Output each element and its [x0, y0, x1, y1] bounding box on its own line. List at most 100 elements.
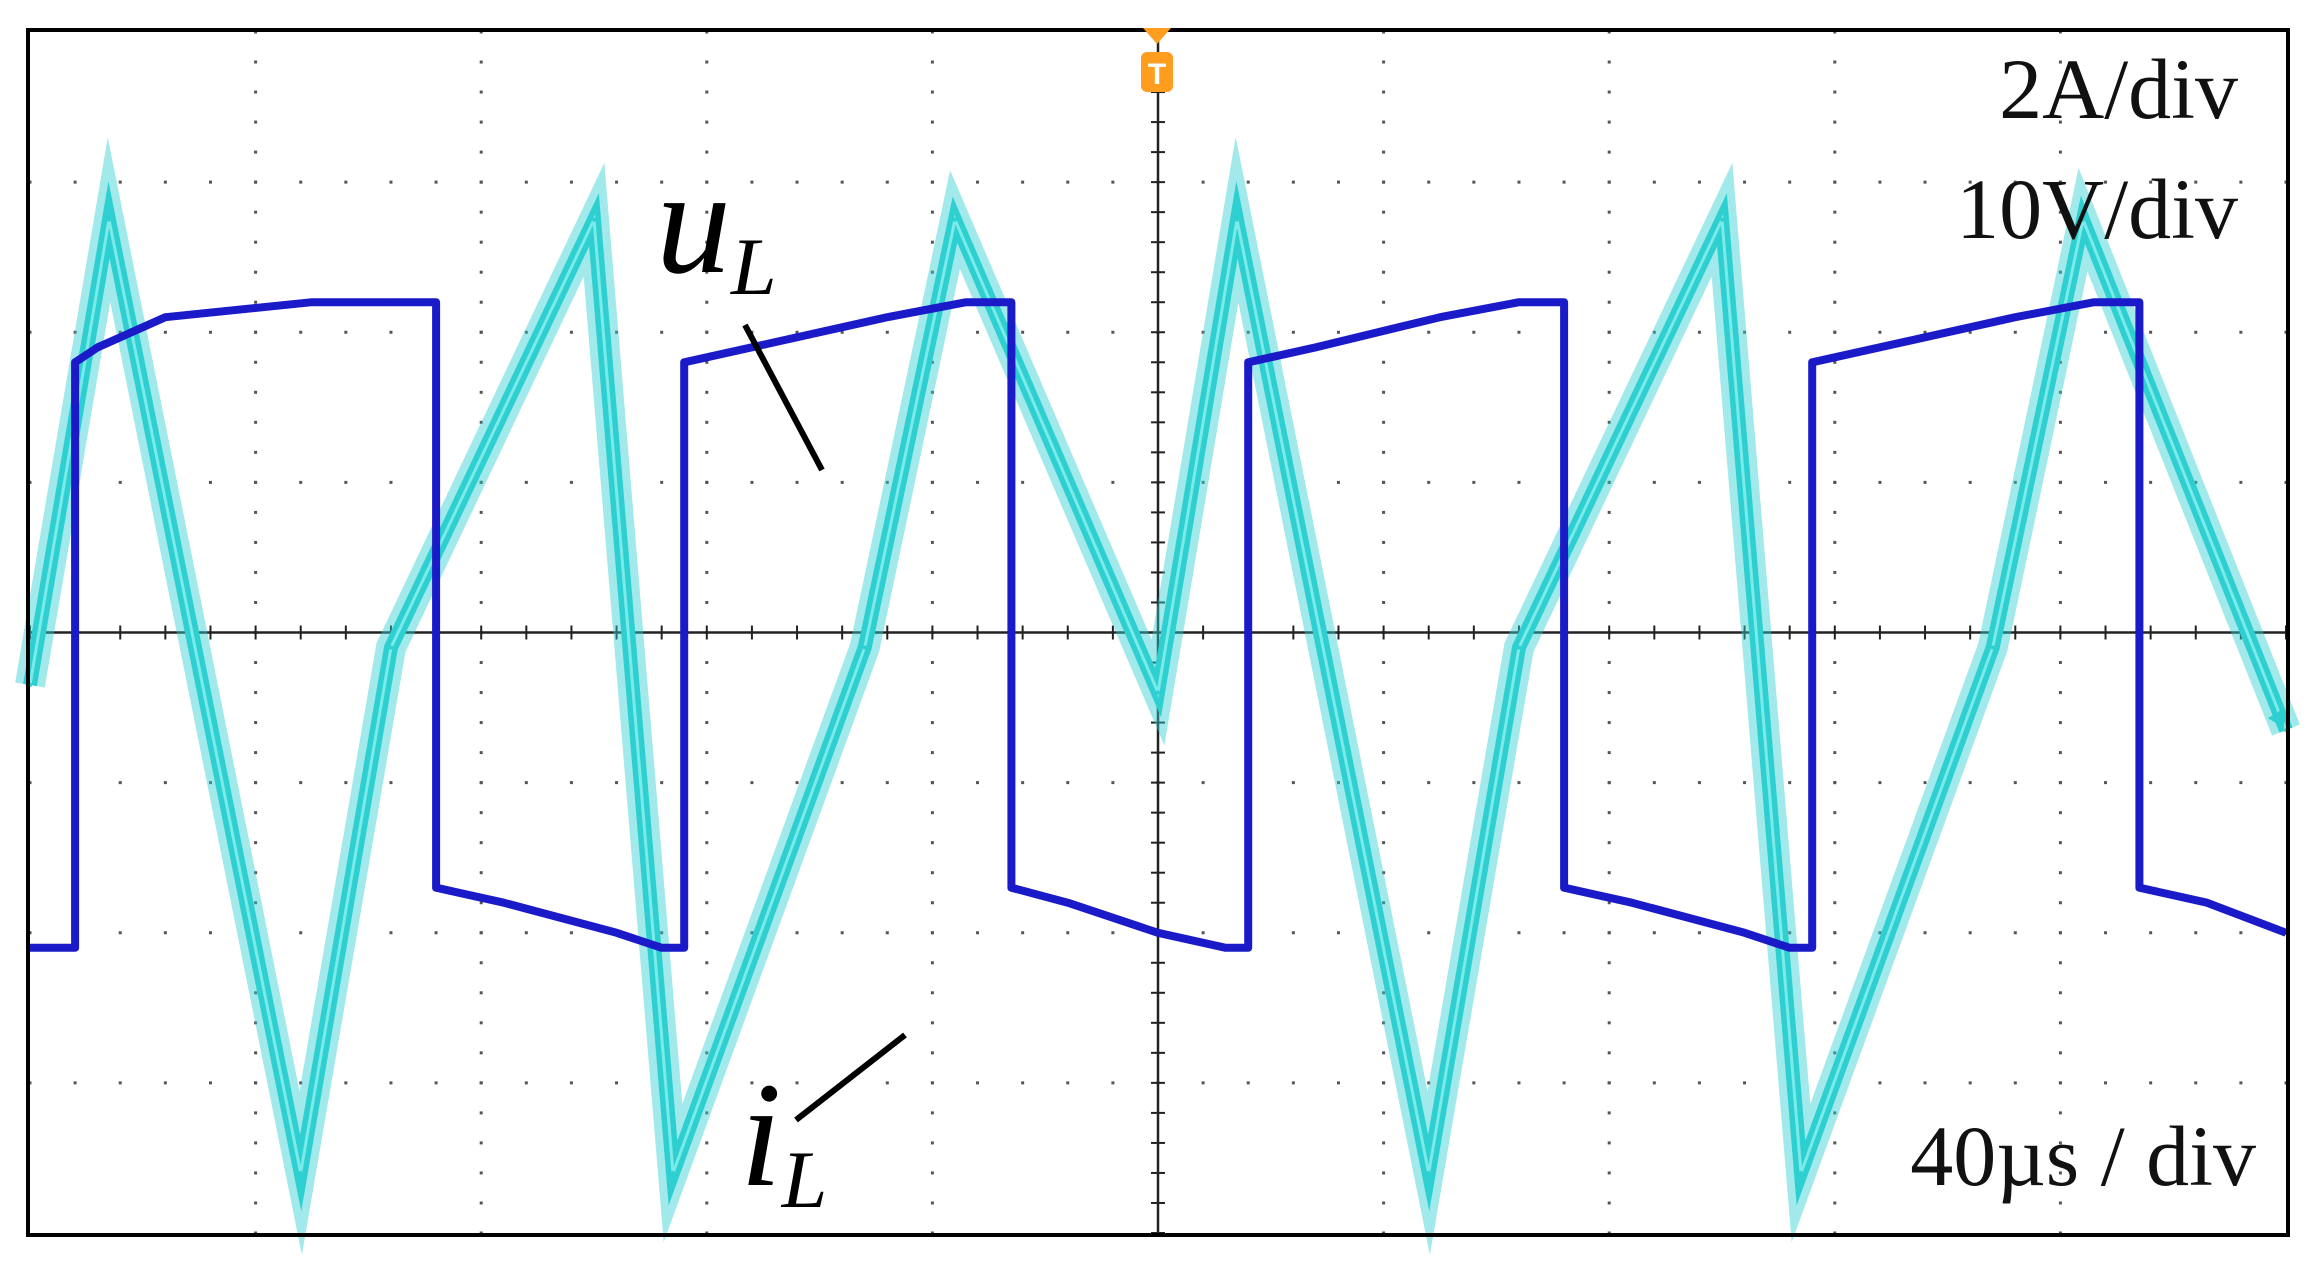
- grid-dot: [163, 781, 167, 785]
- grid-dot: [1833, 1051, 1837, 1055]
- grid-dot: [2058, 90, 2062, 94]
- grid-dot: [208, 330, 212, 334]
- grid-dot: [1336, 931, 1340, 935]
- grid-dot: [705, 901, 709, 905]
- grid-dot: [1607, 1141, 1611, 1145]
- grid-dot: [1968, 330, 1972, 334]
- grid-dot: [2058, 991, 2062, 995]
- grid-dot: [1607, 661, 1611, 665]
- grid-dot: [254, 600, 258, 604]
- grid-dot: [930, 841, 934, 845]
- grid-dot: [1382, 360, 1386, 364]
- grid-dot: [344, 1081, 348, 1085]
- grid-dot: [1833, 330, 1837, 334]
- grid-dot: [254, 1201, 258, 1205]
- grid-dot: [976, 781, 980, 785]
- grid-dot: [930, 1201, 934, 1205]
- grid-dot: [1382, 300, 1386, 304]
- grid-dot: [1021, 330, 1025, 334]
- voltage-trace-point: [2205, 900, 2210, 905]
- grid-dot: [930, 420, 934, 424]
- grid-dot: [840, 781, 844, 785]
- grid-dot: [2239, 1081, 2243, 1085]
- grid-dot: [2104, 931, 2108, 935]
- grid-dot: [705, 871, 709, 875]
- grid-dot: [2058, 751, 2062, 755]
- grid-dot: [1336, 781, 1340, 785]
- grid-dot: [1382, 270, 1386, 274]
- grid-dot: [163, 180, 167, 184]
- voltage-trace-point: [2137, 885, 2142, 890]
- grid-dot: [1743, 180, 1747, 184]
- voltage-trace-point: [964, 300, 969, 305]
- grid-dot: [1607, 90, 1611, 94]
- grid-dot: [885, 931, 889, 935]
- grid-dot: [479, 540, 483, 544]
- grid-dot: [479, 991, 483, 995]
- grid-dot: [1382, 90, 1386, 94]
- voltage-trace-point: [885, 315, 890, 320]
- grid-dot: [976, 931, 980, 935]
- grid-dot: [1201, 931, 1205, 935]
- grid-dot: [930, 931, 934, 935]
- grid-dot: [1788, 180, 1792, 184]
- grid-dot: [2058, 180, 2062, 184]
- grid-dot: [840, 931, 844, 935]
- grid-dot: [479, 721, 483, 725]
- grid-dot: [1382, 120, 1386, 124]
- grid-dot: [1382, 871, 1386, 875]
- current-trace-point: [1990, 645, 1995, 650]
- grid-dot: [1968, 180, 1972, 184]
- grid-dot: [795, 1081, 799, 1085]
- grid-dot: [1382, 691, 1386, 695]
- current-trace-point: [1156, 690, 1160, 695]
- grid-dot: [660, 781, 664, 785]
- grid-dot: [930, 450, 934, 454]
- grid-dot: [254, 270, 258, 274]
- grid-dot: [930, 1111, 934, 1115]
- grid-dot: [73, 330, 77, 334]
- voltage-trace-point: [1438, 315, 1442, 320]
- grid-dot: [705, 60, 709, 64]
- grid-dot: [1833, 270, 1837, 274]
- grid-dot: [479, 1081, 483, 1085]
- grid-dot: [1021, 1081, 1025, 1085]
- current-trace-point: [106, 217, 111, 222]
- voltage-trace-point: [95, 345, 100, 350]
- grid-dot: [254, 1141, 258, 1145]
- grid-dot: [1833, 931, 1837, 935]
- voltage-trace-point: [73, 360, 78, 365]
- grid-dot: [569, 931, 573, 935]
- grid-dot: [1382, 811, 1386, 815]
- grid-dot: [976, 330, 980, 334]
- grid-dot: [569, 781, 573, 785]
- grid-dot: [1382, 901, 1386, 905]
- grid-dot: [2058, 781, 2062, 785]
- grid-dot: [1833, 120, 1837, 124]
- grid-dot: [254, 60, 258, 64]
- grid-dot: [2104, 480, 2108, 484]
- grid-dot: [1066, 180, 1070, 184]
- grid-dot: [930, 1021, 934, 1025]
- grid-dot: [705, 120, 709, 124]
- grid-dot: [1878, 180, 1882, 184]
- grid-dot: [705, 1021, 709, 1025]
- grid-dot: [2239, 330, 2243, 334]
- grid-dot: [930, 991, 934, 995]
- grid-dot: [1607, 871, 1611, 875]
- grid-dot: [930, 360, 934, 364]
- grid-dot: [163, 931, 167, 935]
- grid-dot: [254, 480, 258, 484]
- grid-dot: [1111, 781, 1115, 785]
- grid-dot: [1833, 991, 1837, 995]
- voltage-leader-line: [742, 323, 825, 472]
- grid-dot: [705, 841, 709, 845]
- grid-dot: [389, 480, 393, 484]
- grid-dot: [479, 1021, 483, 1025]
- current-trace-point: [592, 217, 596, 222]
- grid-dot: [930, 961, 934, 965]
- grid-dot: [1607, 330, 1611, 334]
- voltage-trace-point: [310, 300, 314, 305]
- voltage-trace-subscript: L: [730, 221, 777, 312]
- grid-dot: [2058, 1141, 2062, 1145]
